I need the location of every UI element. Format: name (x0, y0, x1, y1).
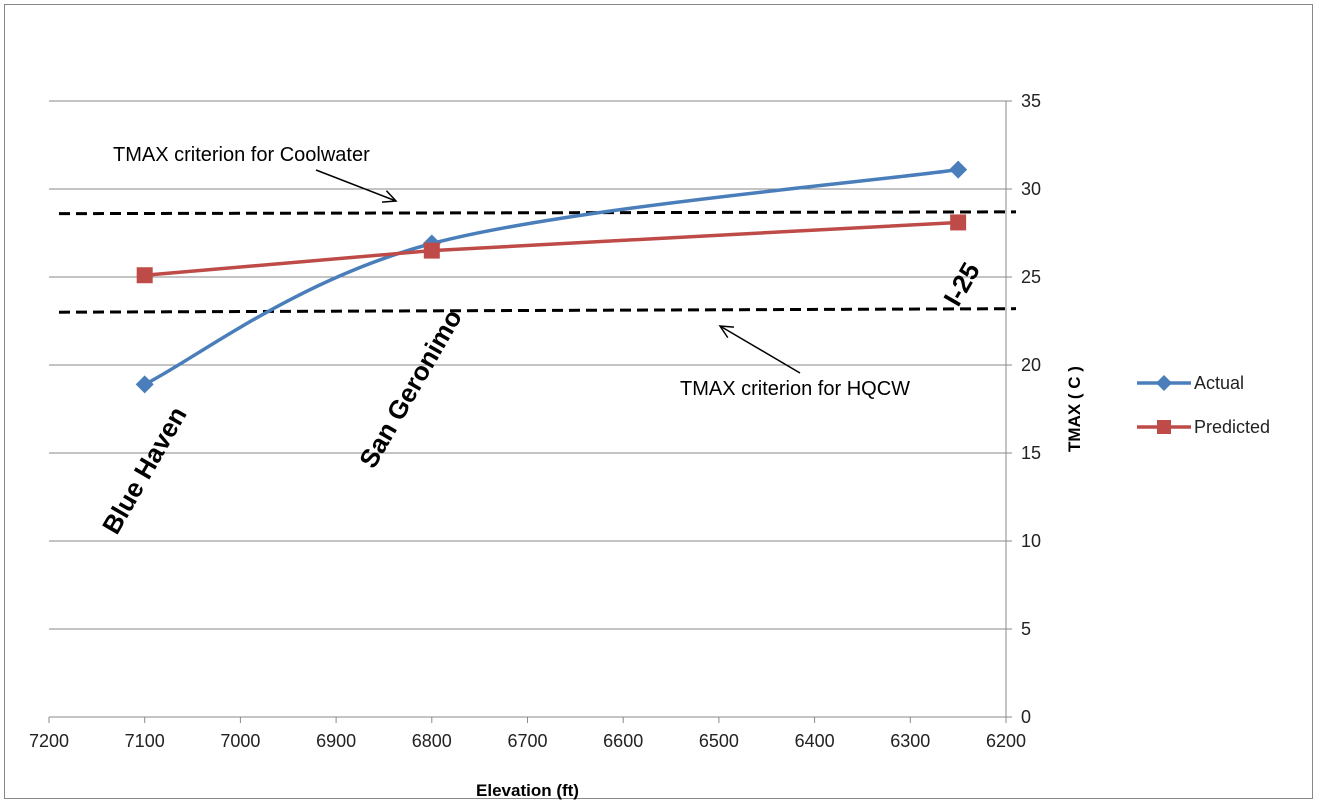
arrowhead (718, 325, 735, 339)
chart-border (4, 4, 1313, 799)
x-tick-label: 6500 (699, 731, 739, 751)
x-tick-label: 7000 (220, 731, 260, 751)
y-tick-label: 20 (1021, 355, 1041, 375)
x-tick-label: 6400 (795, 731, 835, 751)
y-tick-label: 35 (1021, 91, 1041, 111)
actual-series-line (143, 167, 959, 386)
criterion-label: TMAX criterion for HQCW (680, 378, 910, 400)
legend-label: Predicted (1194, 417, 1270, 437)
x-tick-label: 6800 (412, 731, 452, 751)
y-tick-label: 30 (1021, 179, 1041, 199)
gridlines (49, 100, 1006, 630)
legend-marker-predicted (1157, 420, 1171, 434)
y-tick-label: 15 (1021, 443, 1041, 463)
criterion-label: TMAX criterion for Coolwater (113, 144, 370, 166)
x-tick-label: 7100 (125, 731, 165, 751)
reference-lines (58, 210, 1017, 314)
y-tick-label: 0 (1021, 707, 1031, 727)
actual-point (135, 375, 154, 394)
y-tick-label: 25 (1021, 267, 1041, 287)
x-tick-label: 6300 (890, 731, 930, 751)
arrow-line (719, 325, 801, 374)
x-tick-label: 6900 (316, 731, 356, 751)
y-tick-label: 5 (1021, 619, 1031, 639)
x-axis-title: Elevation (ft) (476, 781, 579, 800)
predicted-point (136, 267, 153, 284)
x-tick-label: 7200 (29, 731, 69, 751)
data-series (135, 160, 968, 394)
x-tick-label: 6700 (507, 731, 547, 751)
arrow-line (315, 169, 397, 202)
criterion-line (58, 307, 1017, 314)
axes: 0 5 10 15 20 25 30 35 7200 7100 7000 6900 6800 6700 66… (29, 91, 1084, 800)
actual-point (949, 160, 968, 179)
y-axis-title: TMAX ( C ) (1065, 366, 1084, 452)
arrowhead (381, 190, 398, 203)
y-tick-label: 10 (1021, 531, 1041, 551)
legend: Actual Predicted (1137, 373, 1270, 437)
x-tick-label: 6200 (986, 731, 1026, 751)
criterion-line (58, 210, 1017, 216)
predicted-point (950, 214, 967, 231)
predicted-point (423, 242, 440, 259)
legend-marker-actual (1156, 375, 1172, 391)
x-tick-label: 6600 (603, 731, 643, 751)
legend-label: Actual (1194, 373, 1244, 393)
